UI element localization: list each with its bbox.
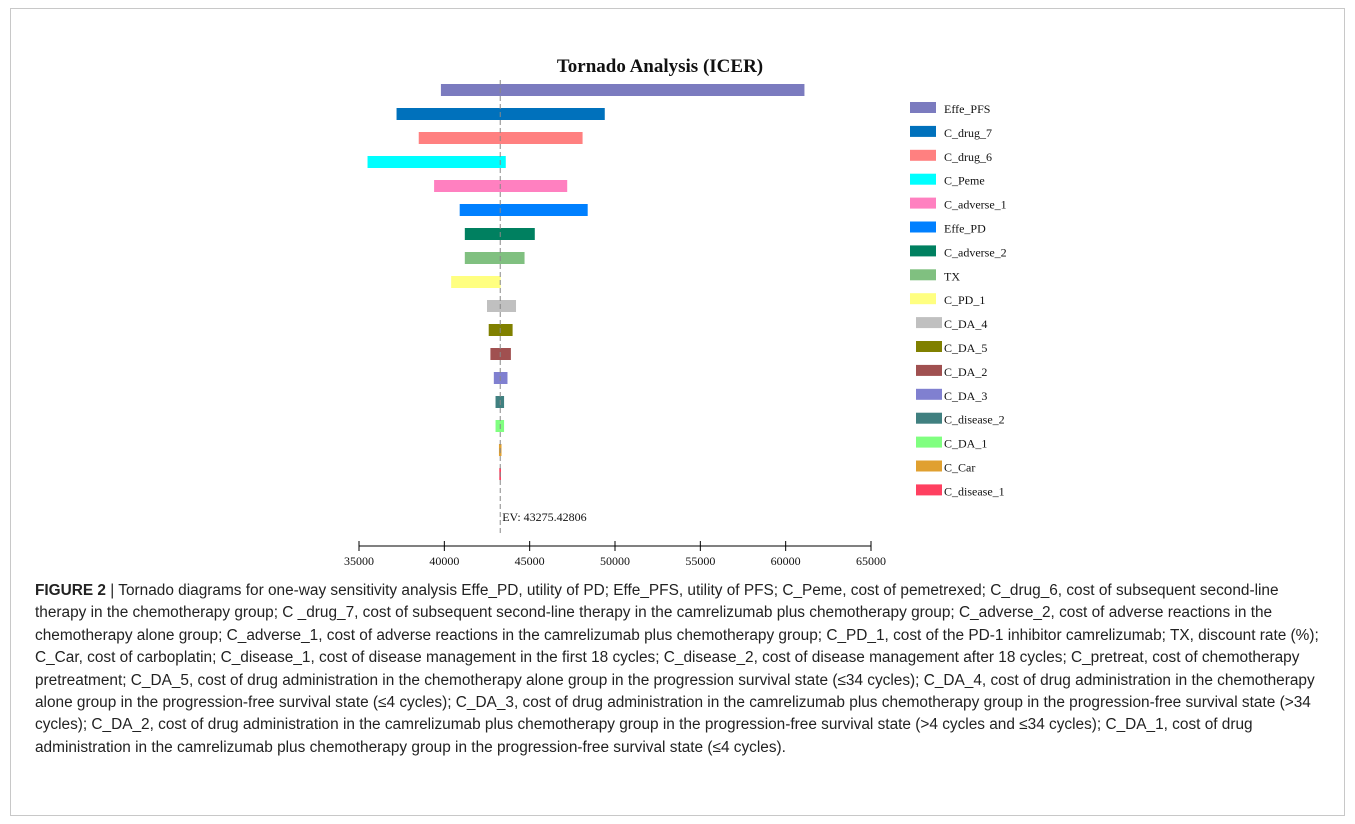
legend-swatch	[916, 341, 942, 352]
x-tick-label: 45000	[515, 554, 545, 568]
legend-label: C_drug_6	[944, 150, 992, 164]
tornado-chart: Tornado Analysis (ICER) EV: 43275.42806 …	[344, 56, 1007, 568]
bar-C_PD_1	[451, 276, 501, 288]
legend-label: C_DA_2	[944, 365, 987, 379]
x-tick-label: 55000	[685, 554, 715, 568]
legend-label: TX	[944, 269, 960, 283]
legend-label: C_disease_1	[944, 484, 1005, 498]
x-axis: 35000 40000 45000 50000 55000 60000 65000	[344, 541, 886, 568]
legend-label: C_DA_1	[944, 437, 987, 451]
legend-swatch	[916, 412, 942, 424]
figure-label: FIGURE 2	[35, 582, 106, 599]
legend-label: C_DA_3	[944, 389, 987, 403]
legend-label: C_adverse_2	[944, 245, 1007, 259]
legend-label: C_drug_7	[944, 126, 992, 140]
legend-label: C_DA_4	[944, 317, 987, 331]
legend-swatch	[916, 484, 942, 496]
caption-separator: |	[105, 582, 119, 599]
bars-group	[367, 84, 805, 480]
legend-swatch	[910, 149, 936, 161]
chart-title: Tornado Analysis (ICER)	[557, 56, 763, 77]
legend-swatch	[916, 364, 942, 376]
legend-label: C_PD_1	[944, 293, 985, 307]
x-tick-label: 40000	[429, 554, 459, 568]
bar-Effe_PD	[459, 204, 588, 216]
legend-label: Effe_PFS	[944, 102, 990, 116]
legend-label: C_Car	[944, 461, 975, 475]
legend-label: C_Peme	[944, 174, 985, 188]
legend-label: C_DA_5	[944, 341, 987, 355]
legend-swatch	[916, 436, 942, 448]
figure-caption: FIGURE 2 | Tornado diagrams for one-way …	[35, 580, 1325, 759]
legend: Effe_PFS C_drug_7 C_drug_6 C_Peme C_adverse_…	[910, 102, 1007, 498]
legend-swatch	[910, 245, 936, 257]
x-tick-label: 65000	[856, 554, 886, 568]
legend-swatch	[910, 102, 936, 113]
bar-C_Peme	[367, 156, 506, 168]
legend-swatch	[910, 269, 936, 281]
caption-text: Tornado diagrams for one-way sensitivity…	[35, 582, 1319, 756]
legend-swatch	[910, 293, 936, 305]
legend-swatch	[916, 460, 942, 472]
legend-swatch	[910, 125, 936, 137]
ev-label: EV: 43275.42806	[502, 510, 586, 524]
legend-swatch	[916, 317, 942, 329]
bar-Effe_PFS	[440, 84, 805, 96]
x-tick-label: 35000	[344, 554, 374, 568]
bar-C_DA_4	[487, 300, 517, 312]
legend-swatch	[910, 197, 936, 209]
x-tick-label: 50000	[600, 554, 630, 568]
figure-frame	[10, 8, 1345, 816]
legend-label: C_adverse_1	[944, 198, 1007, 212]
legend-label: Effe_PD	[944, 222, 986, 236]
bar-TX	[464, 252, 525, 264]
legend-swatch	[910, 173, 936, 185]
legend-swatch	[916, 388, 942, 400]
legend-label: C_disease_2	[944, 413, 1005, 427]
x-tick-label: 60000	[771, 554, 801, 568]
legend-swatch	[910, 221, 936, 233]
